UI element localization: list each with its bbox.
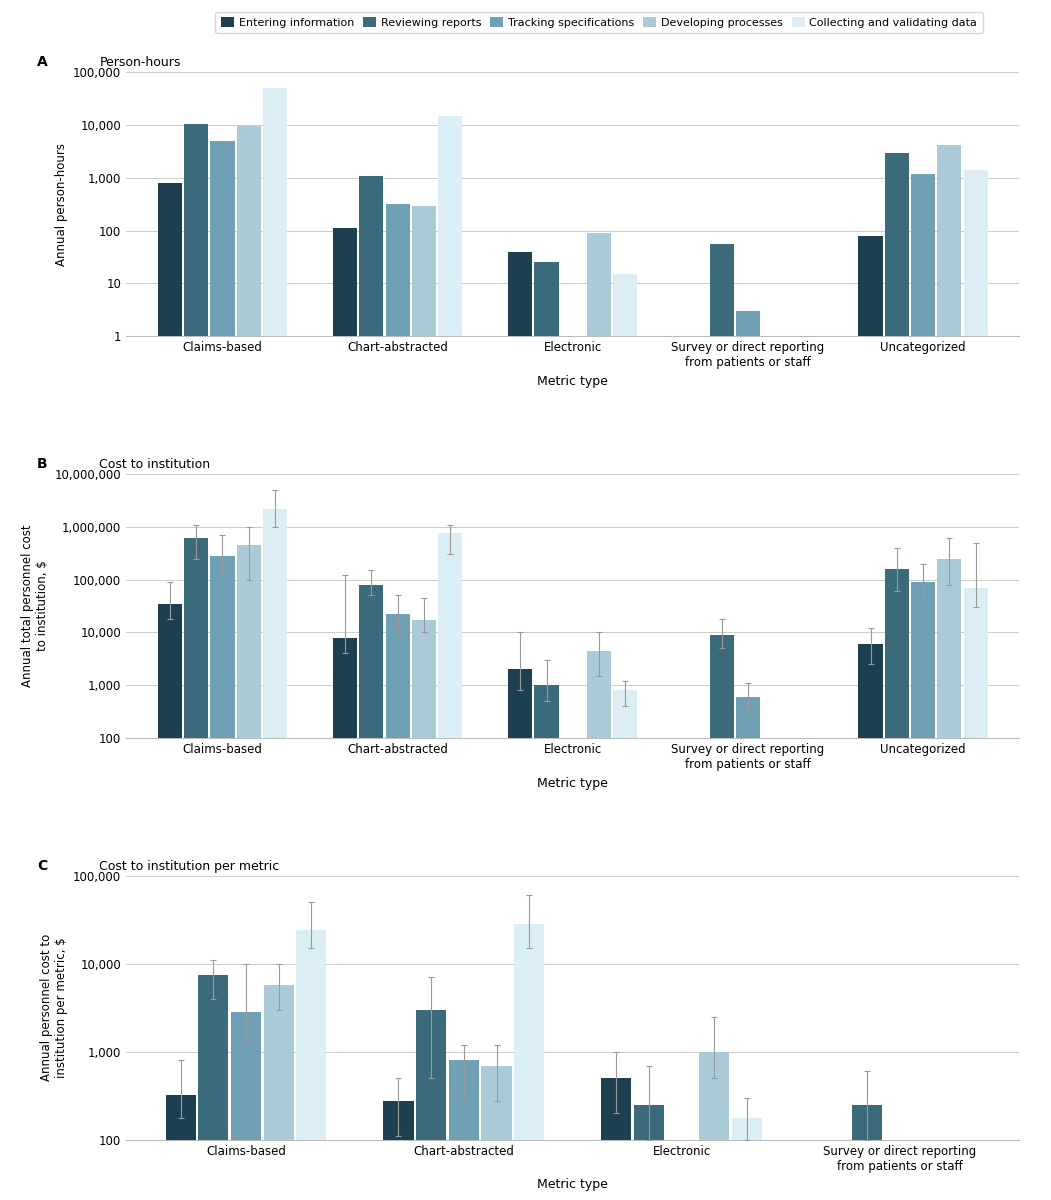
Bar (709, 245, 734, 1200)
Bar (509, 252, 533, 1200)
Bar (158, 182, 182, 1200)
Bar (210, 556, 234, 1200)
Bar (733, 1117, 762, 1200)
Bar (412, 206, 436, 1200)
Text: Cost to institution: Cost to institution (99, 458, 210, 472)
Bar (699, 1052, 729, 1200)
Text: Person-hours: Person-hours (99, 56, 181, 70)
Bar (449, 1061, 479, 1200)
Bar (333, 228, 357, 1200)
Bar (614, 274, 637, 1200)
Bar (509, 670, 533, 1200)
Text: B: B (37, 457, 47, 472)
Bar (438, 115, 462, 1200)
Bar (885, 569, 909, 1200)
Bar (386, 614, 410, 1200)
Bar (964, 170, 988, 1200)
Bar (184, 539, 208, 1200)
Bar (199, 974, 228, 1200)
Bar (911, 582, 935, 1200)
Bar (911, 174, 935, 1200)
Bar (852, 1105, 882, 1200)
Bar (236, 126, 261, 1200)
Text: C: C (37, 859, 47, 872)
Bar (514, 924, 544, 1200)
Bar (359, 584, 384, 1200)
Bar (535, 685, 559, 1200)
Bar (263, 509, 287, 1200)
Bar (937, 145, 962, 1200)
Bar (481, 1066, 512, 1200)
Bar (964, 588, 988, 1200)
Bar (885, 154, 909, 1200)
Bar (736, 697, 760, 1200)
Bar (412, 620, 436, 1200)
Bar (263, 88, 287, 1200)
Bar (158, 604, 182, 1200)
Y-axis label: Annual total personnel cost
to institution, $: Annual total personnel cost to instituti… (21, 524, 49, 688)
Bar (859, 235, 883, 1200)
Bar (296, 930, 327, 1200)
Bar (438, 533, 462, 1200)
Bar (184, 124, 208, 1200)
Bar (236, 545, 261, 1200)
Text: A: A (37, 55, 47, 70)
Bar (634, 1105, 664, 1200)
Bar (359, 175, 384, 1200)
Bar (264, 985, 293, 1200)
Bar (614, 690, 637, 1200)
X-axis label: Metric type: Metric type (537, 374, 609, 388)
Bar (588, 650, 612, 1200)
Bar (333, 637, 357, 1200)
Bar (588, 233, 612, 1200)
X-axis label: Metric type: Metric type (537, 776, 609, 790)
Y-axis label: Annual person-hours: Annual person-hours (55, 143, 67, 265)
Bar (386, 204, 410, 1200)
Legend: Entering information, Reviewing reports, Tracking specifications, Developing pro: Entering information, Reviewing reports,… (215, 12, 983, 34)
Bar (166, 1096, 195, 1200)
Y-axis label: Annual personnel cost to
institution per metric, $: Annual personnel cost to institution per… (40, 934, 67, 1081)
Bar (231, 1013, 261, 1200)
Bar (416, 1010, 447, 1200)
Bar (601, 1079, 632, 1200)
Bar (937, 559, 962, 1200)
X-axis label: Metric type: Metric type (537, 1178, 609, 1192)
Bar (709, 635, 734, 1200)
Bar (384, 1100, 413, 1200)
Bar (210, 140, 234, 1200)
Text: Cost to institution per metric: Cost to institution per metric (99, 860, 280, 872)
Bar (859, 644, 883, 1200)
Bar (736, 311, 760, 1200)
Bar (535, 263, 559, 1200)
